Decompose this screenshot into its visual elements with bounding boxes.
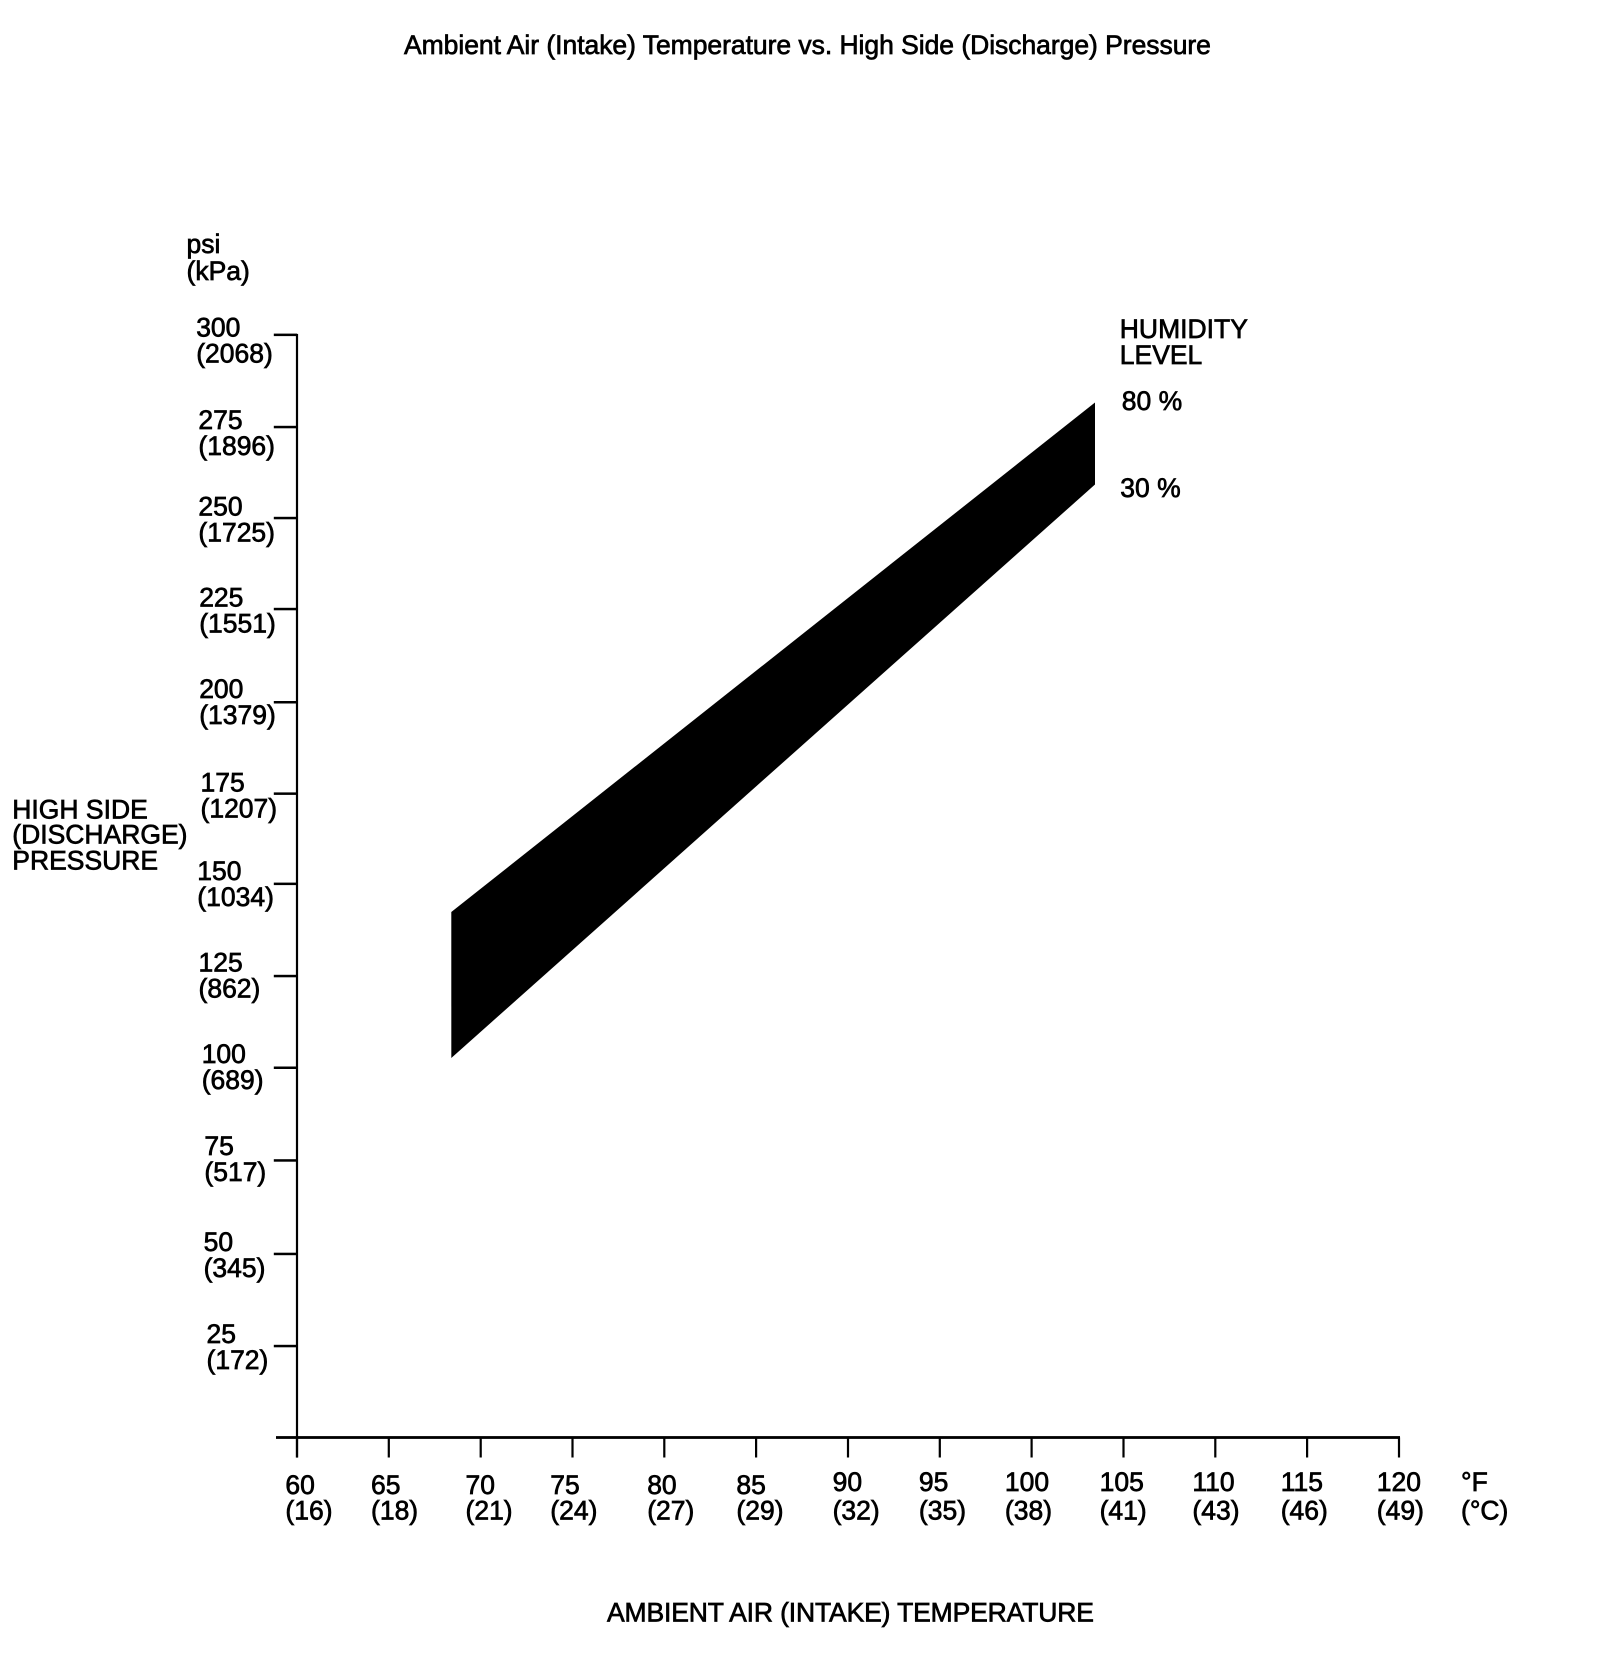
svg-text:150: 150	[197, 856, 241, 886]
svg-text:(43): (43)	[1192, 1496, 1239, 1526]
svg-text:70: 70	[466, 1470, 495, 1500]
svg-text:105: 105	[1100, 1467, 1144, 1497]
svg-text:65: 65	[371, 1470, 400, 1500]
svg-text:(345): (345)	[204, 1253, 266, 1283]
svg-text:(16): (16)	[285, 1496, 332, 1526]
svg-text:Ambient Air (Intake) Temperatu: Ambient Air (Intake) Temperature vs. Hig…	[404, 30, 1211, 60]
svg-text:(2068): (2068)	[196, 339, 273, 369]
svg-text:80 %: 80 %	[1122, 386, 1182, 416]
svg-text:(862): (862)	[199, 973, 261, 1003]
svg-text:85: 85	[736, 1470, 765, 1500]
svg-text:(1034): (1034)	[197, 882, 274, 912]
svg-text:90: 90	[833, 1467, 862, 1497]
svg-text:(1379): (1379)	[199, 700, 276, 730]
svg-text:(689): (689)	[202, 1065, 264, 1095]
svg-text:300: 300	[196, 313, 240, 343]
svg-text:AMBIENT AIR (INTAKE) TEMPERATU: AMBIENT AIR (INTAKE) TEMPERATURE	[607, 1598, 1094, 1628]
svg-text:250: 250	[198, 492, 242, 522]
svg-text:125: 125	[199, 947, 243, 977]
svg-text:(kPa): (kPa)	[187, 256, 250, 286]
svg-text:LEVEL: LEVEL	[1120, 340, 1203, 370]
svg-text:(46): (46)	[1281, 1496, 1328, 1526]
svg-text:(29): (29)	[736, 1496, 783, 1526]
svg-text:(27): (27)	[647, 1496, 694, 1526]
svg-text:(172): (172)	[207, 1345, 269, 1375]
svg-text:(49): (49)	[1377, 1496, 1424, 1526]
svg-text:75: 75	[550, 1470, 579, 1500]
svg-text:HIGH SIDE: HIGH SIDE	[12, 795, 147, 825]
svg-text:(°C): (°C)	[1461, 1496, 1508, 1526]
svg-text:(1725): (1725)	[198, 518, 275, 548]
svg-text:60: 60	[285, 1470, 314, 1500]
svg-text:110: 110	[1192, 1467, 1234, 1497]
svg-text:175: 175	[201, 768, 245, 798]
svg-text:(1896): (1896)	[198, 431, 275, 461]
svg-text:(1551): (1551)	[199, 609, 276, 639]
svg-text:25: 25	[207, 1319, 236, 1349]
svg-text:(35): (35)	[919, 1496, 966, 1526]
svg-text:95: 95	[919, 1467, 948, 1497]
svg-text:275: 275	[198, 405, 242, 435]
svg-text:100: 100	[1005, 1467, 1049, 1497]
svg-text:(41): (41)	[1100, 1496, 1147, 1526]
svg-text:80: 80	[647, 1470, 676, 1500]
svg-text:°F: °F	[1461, 1467, 1488, 1497]
svg-text:(21): (21)	[466, 1496, 513, 1526]
svg-text:75: 75	[204, 1131, 233, 1161]
svg-text:(24): (24)	[550, 1496, 597, 1526]
svg-text:(32): (32)	[833, 1496, 880, 1526]
svg-text:HUMIDITY: HUMIDITY	[1120, 314, 1248, 344]
svg-text:120: 120	[1377, 1467, 1421, 1497]
svg-text:(38): (38)	[1005, 1496, 1052, 1526]
svg-text:50: 50	[204, 1227, 233, 1257]
svg-text:200: 200	[199, 674, 243, 704]
svg-text:PRESSURE: PRESSURE	[12, 845, 158, 875]
svg-text:(DISCHARGE): (DISCHARGE)	[12, 820, 187, 850]
svg-text:(18): (18)	[371, 1496, 418, 1526]
svg-text:psi: psi	[187, 229, 221, 259]
svg-text:(1207): (1207)	[201, 794, 278, 824]
svg-text:100: 100	[202, 1039, 246, 1069]
svg-text:(517): (517)	[204, 1157, 266, 1187]
svg-text:225: 225	[199, 583, 243, 613]
svg-text:115: 115	[1281, 1467, 1323, 1497]
svg-text:30 %: 30 %	[1120, 473, 1180, 503]
